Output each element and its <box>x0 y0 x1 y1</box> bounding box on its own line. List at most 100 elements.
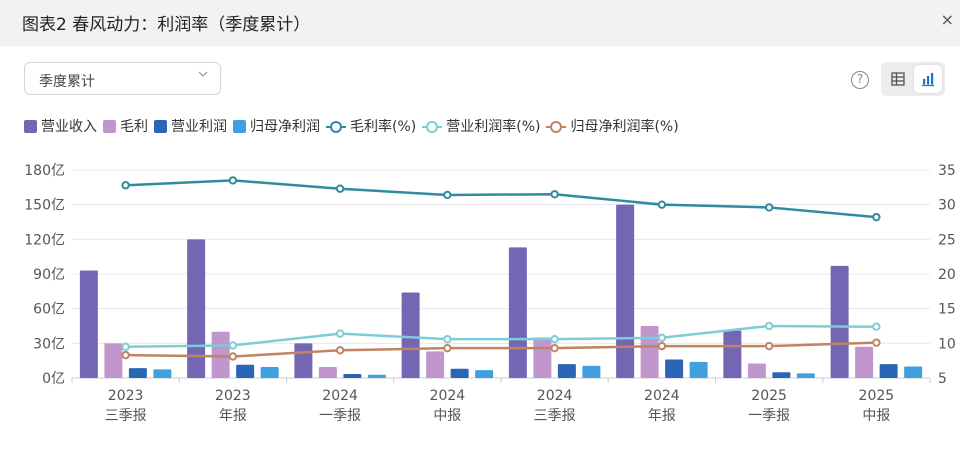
series-point-0 <box>657 200 667 209</box>
x-tick-label-year: 2024 <box>537 388 573 404</box>
bar-0 <box>187 239 206 378</box>
legend-item[interactable]: 营业收入 <box>24 116 97 136</box>
chart-view-button[interactable] <box>914 65 942 93</box>
bar-2 <box>236 364 255 378</box>
x-tick-label-period: 年报 <box>219 408 247 424</box>
bar-3 <box>796 373 815 378</box>
x-tick-label-period: 三季报 <box>105 408 147 424</box>
x-tick-label-period: 三季报 <box>534 408 576 424</box>
bar-1 <box>104 343 123 378</box>
y-left-tick-label: 120亿 <box>24 232 65 248</box>
legend-item[interactable]: 归母净利润 <box>233 116 320 136</box>
title-bar: 图表2 春风动力：利润率（季度累计） × <box>0 0 960 46</box>
bar-1 <box>640 326 659 378</box>
y-right-tick-label: 15 <box>938 302 956 318</box>
series-point-2 <box>228 352 238 361</box>
series-point-1 <box>872 322 881 331</box>
bar-2 <box>772 372 791 378</box>
bar-2 <box>128 368 147 378</box>
bar-0 <box>616 204 635 378</box>
series-line-2 <box>125 341 877 358</box>
series-point-1 <box>550 334 559 344</box>
period-select[interactable]: 季度累计 <box>24 62 221 95</box>
help-icon[interactable]: ? <box>851 71 869 89</box>
bar-3 <box>260 367 279 378</box>
legend-swatch <box>103 119 116 133</box>
y-right-tick-label: 35 <box>938 163 956 179</box>
series-point-2 <box>657 341 667 351</box>
series-point-0 <box>443 190 452 200</box>
series-point-1 <box>121 342 130 352</box>
bar-1 <box>318 367 337 378</box>
close-icon[interactable]: × <box>940 10 954 29</box>
y-right-tick-label: 30 <box>938 198 956 214</box>
series-point-1 <box>335 329 345 338</box>
legend-item[interactable]: 毛利 <box>103 116 148 136</box>
series-point-2 <box>121 350 130 360</box>
x-tick-label-year: 2025 <box>751 388 787 404</box>
series-point-0 <box>335 184 345 193</box>
chart-plot: 0亿30亿60亿90亿120亿150亿180亿51015202530352023… <box>24 163 956 424</box>
x-tick-label-year: 2025 <box>859 388 895 404</box>
bar-chart-icon <box>922 73 934 87</box>
bar-1 <box>426 351 445 378</box>
x-tick-label-year: 2023 <box>108 388 144 404</box>
x-tick-label-year: 2024 <box>322 388 358 404</box>
legend-item[interactable]: 归母净利润率(%) <box>546 116 679 136</box>
x-tick-label-period: 一季报 <box>748 408 790 424</box>
series-point-2 <box>550 343 559 353</box>
legend-item[interactable]: 营业利润 <box>154 116 227 136</box>
legend-label: 营业利润 <box>171 119 227 135</box>
x-tick-label-year: 2024 <box>430 388 466 404</box>
x-tick-label-period: 中报 <box>433 408 461 424</box>
bar-0 <box>294 343 313 378</box>
legend-swatch <box>233 119 246 133</box>
legend-label: 毛利 <box>120 119 148 135</box>
y-left-tick-label: 0亿 <box>42 371 65 387</box>
x-tick-label-period: 一季报 <box>319 408 361 424</box>
legend-line-marker <box>422 120 443 133</box>
series-point-2 <box>335 346 345 355</box>
series-point-2 <box>443 343 452 353</box>
legend-label: 归母净利润率(%) <box>570 119 679 135</box>
y-right-tick-label: 25 <box>938 232 956 248</box>
y-left-tick-label: 30亿 <box>33 336 65 352</box>
y-left-tick-label: 60亿 <box>33 302 65 318</box>
series-point-1 <box>228 341 238 350</box>
series-point-2 <box>872 338 881 347</box>
bar-0 <box>79 270 98 378</box>
bar-3 <box>582 365 601 378</box>
y-left-tick-label: 90亿 <box>33 267 65 283</box>
legend-label: 归母净利润 <box>250 119 320 135</box>
bar-0 <box>723 330 742 378</box>
series-point-0 <box>228 176 238 185</box>
legend-item[interactable]: 毛利率(%) <box>326 116 416 136</box>
bar-3 <box>689 361 708 378</box>
bar-2 <box>557 364 576 378</box>
legend-label: 毛利率(%) <box>350 119 417 135</box>
bar-0 <box>508 247 527 378</box>
bar-3 <box>904 366 923 378</box>
series-point-1 <box>443 334 452 344</box>
legend-label: 营业利润率(%) <box>446 119 541 135</box>
series-point-0 <box>764 203 774 212</box>
bar-2 <box>879 364 898 378</box>
x-tick-label-year: 2023 <box>215 388 251 404</box>
legend-item[interactable]: 营业利润率(%) <box>422 116 540 136</box>
bar-2 <box>665 359 684 378</box>
legend-line-marker <box>546 120 567 133</box>
y-right-tick-label: 20 <box>938 267 956 283</box>
x-tick-label-year: 2024 <box>644 388 680 404</box>
y-right-tick-label: 5 <box>938 371 947 387</box>
chevron-down-icon <box>198 71 208 77</box>
chart-legend: 营业收入 毛利 营业利润 归母净利润 毛利率(%) 营业利润率(%) 归母净利润率(%) <box>24 116 685 136</box>
legend-swatch <box>154 119 167 133</box>
bar-3 <box>475 370 494 378</box>
legend-line-marker <box>326 120 346 133</box>
table-view-button[interactable] <box>884 65 912 93</box>
bar-0 <box>401 292 420 378</box>
series-line-1 <box>125 324 877 349</box>
series-point-0 <box>550 190 559 199</box>
bar-1 <box>747 363 766 378</box>
bar-3 <box>367 374 386 378</box>
